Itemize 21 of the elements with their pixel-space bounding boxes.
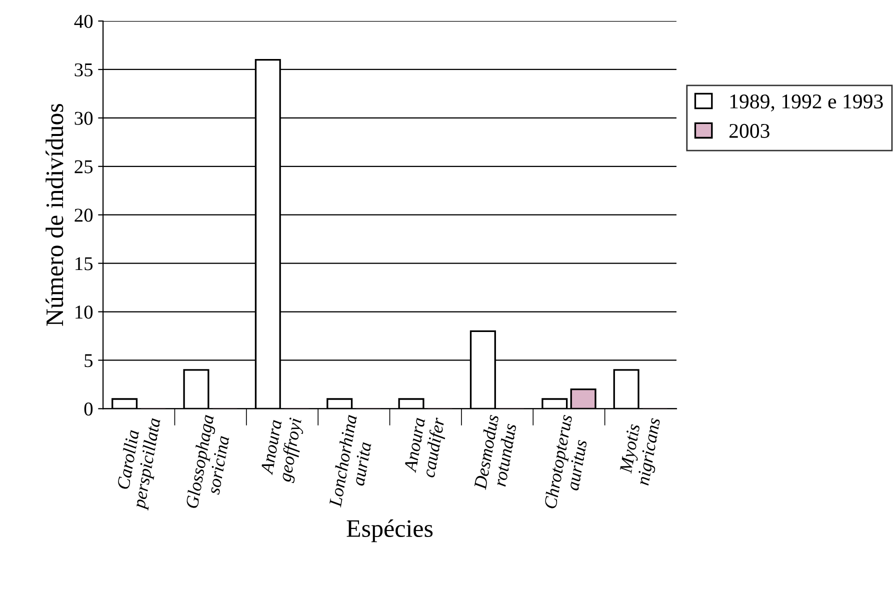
x-tick-label: Myotis nigricans [619, 417, 664, 486]
x-tick-label: Anoura caudifer [404, 416, 448, 478]
x-tick-label: Desmodus rotundus [473, 414, 516, 490]
y-axis-title: Número de indivíduos [46, 104, 64, 326]
y-tick-label: 35 [74, 63, 93, 76]
y-tick-label: 40 [74, 14, 93, 28]
legend-label: 1989, 1992 e 1993 [730, 94, 883, 112]
y-tick-label: 20 [74, 208, 93, 222]
y-tick-label: 25 [74, 160, 93, 174]
x-tick-label: Glossophaga soricina [185, 414, 230, 510]
x-tick-label: Chrotopterus auritus [543, 414, 588, 510]
x-axis-title: Espécies [346, 519, 433, 542]
y-tick-label: 0 [84, 402, 93, 416]
y-tick-label: 5 [84, 354, 93, 368]
y-tick-label: 30 [74, 112, 93, 125]
y-tick-label: 10 [76, 306, 93, 319]
x-tick-label: Lonchorhina aurita [328, 414, 372, 508]
legend-label: 2003 [729, 124, 770, 138]
y-tick-label: 15 [76, 257, 93, 270]
x-tick-label: Anoura geoffroyi [260, 417, 306, 484]
x-tick-label: Carollia perspicillata [116, 417, 164, 511]
